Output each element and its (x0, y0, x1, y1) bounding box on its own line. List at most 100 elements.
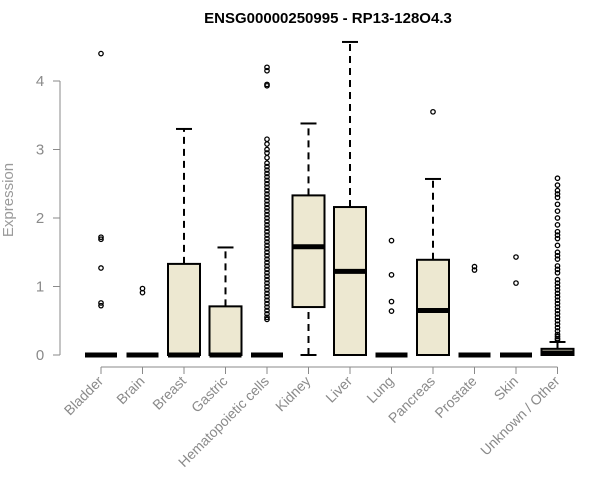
outlier-point (554, 328, 561, 334)
outlier-point (554, 252, 561, 259)
outlier-point (554, 290, 561, 297)
outlier-point (554, 337, 561, 343)
y-tick-label: 1 (36, 279, 44, 296)
outlier-point (264, 293, 270, 300)
outlier-point (98, 50, 104, 57)
outlier-point (554, 266, 561, 273)
box-iqr (208, 305, 243, 356)
box-plot-series (85, 40, 575, 358)
outlier-point (264, 266, 270, 273)
outlier-point (264, 215, 270, 221)
outlier-point (264, 283, 270, 290)
outlier-point (264, 316, 270, 323)
outlier-point (264, 235, 270, 242)
outlier-point (471, 267, 478, 273)
outlier-point (264, 290, 270, 297)
outlier-point (264, 174, 270, 180)
outlier-point (98, 236, 104, 243)
box-group (126, 285, 159, 358)
outlier-point (554, 297, 561, 304)
outlier-point (554, 256, 561, 262)
outlier-point (264, 163, 270, 170)
outlier-point (264, 204, 270, 211)
outlier-point (264, 198, 270, 204)
y-tick-label: 0 (36, 347, 44, 364)
box-iqr (333, 206, 367, 356)
outlier-point (554, 307, 561, 314)
outlier-point (264, 256, 270, 262)
outlier-point (264, 304, 270, 310)
outlier-point (264, 232, 270, 238)
outlier-point (264, 167, 270, 173)
outlier-point (264, 222, 270, 228)
outlier-point (554, 242, 561, 249)
outlier-point (513, 280, 519, 286)
outlier-point (98, 300, 104, 306)
y-axis: 0 1 2 3 4 (36, 73, 61, 364)
x-tick-label: Unknown / Other (477, 373, 563, 459)
outlier-point (264, 239, 270, 245)
outlier-point (139, 289, 146, 296)
chart-title: ENSG00000250995 - RP13-128O4.3 (204, 10, 452, 27)
outlier-point (264, 311, 270, 317)
outlier-point (98, 302, 104, 309)
outlier-point (264, 252, 270, 259)
outlier-point (554, 208, 561, 214)
outlier-point (554, 201, 561, 208)
outlier-point (554, 194, 561, 201)
x-tick-label: Breast (149, 373, 189, 413)
outlier-point (554, 182, 561, 188)
box-group (291, 122, 326, 356)
outlier-point (264, 208, 270, 214)
outlier-point (264, 191, 270, 197)
outlier-point (554, 333, 561, 340)
outlier-point (554, 321, 561, 328)
box-group (416, 108, 450, 356)
outlier-point (388, 308, 395, 315)
outlier-point (554, 276, 561, 283)
y-tick-label: 3 (36, 142, 44, 159)
outlier-point (264, 146, 270, 153)
outlier-point (554, 215, 561, 221)
x-tick-label: Liver (322, 373, 355, 406)
outlier-point (264, 269, 270, 276)
box-group (333, 40, 367, 356)
x-tick-label: Lung (363, 373, 396, 406)
outlier-point (264, 154, 270, 161)
outlier-point (471, 263, 478, 270)
outlier-point (554, 317, 561, 324)
outlier-point (264, 245, 270, 252)
outlier-point (264, 228, 270, 235)
box-group (85, 50, 117, 358)
y-tick-label: 2 (36, 210, 44, 227)
outlier-point (264, 187, 270, 194)
y-axis-label: Expression (0, 163, 17, 237)
box-group (251, 64, 283, 358)
outlier-point (264, 259, 270, 266)
x-tick-label: Prostate (431, 373, 479, 421)
outlier-point (264, 180, 270, 187)
box-group (500, 254, 532, 358)
x-tick-label: Skin (491, 373, 522, 404)
outlier-point (98, 265, 104, 271)
outlier-point (264, 263, 270, 269)
outlier-point (264, 64, 270, 71)
outlier-point (264, 201, 270, 208)
outlier-point (98, 234, 104, 241)
outlier-point (554, 228, 561, 235)
outlier-point (264, 141, 270, 147)
outlier-point (430, 108, 436, 115)
outlier-point (388, 298, 395, 305)
outlier-point (264, 225, 270, 232)
outlier-point (264, 242, 270, 249)
outlier-point (264, 184, 270, 191)
outlier-point (264, 136, 270, 143)
outlier-point (554, 293, 561, 300)
outlier-point (554, 300, 561, 307)
outlier-point (264, 307, 270, 314)
outlier-point (264, 194, 270, 201)
outlier-point (554, 235, 561, 242)
outlier-point (264, 297, 270, 304)
outlier-point (554, 311, 561, 317)
